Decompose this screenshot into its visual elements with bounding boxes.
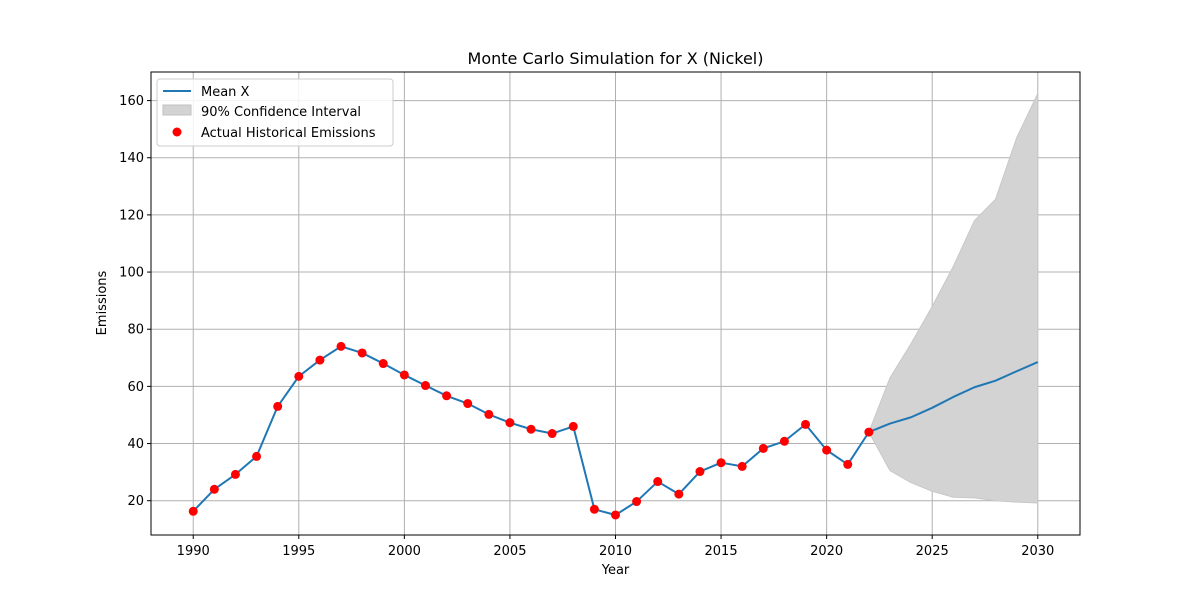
y-tick-label: 100 <box>119 266 144 281</box>
historical-point <box>632 497 642 507</box>
y-tick-label: 40 <box>127 437 144 452</box>
historical-point <box>378 359 388 369</box>
x-tick-label: 1990 <box>177 544 210 559</box>
x-tick-label: 2030 <box>1021 544 1054 559</box>
y-axis-ticks: 20 40 60 80 100 120 140 160 <box>119 94 151 509</box>
legend-frame <box>156 78 394 147</box>
historical-point <box>568 421 578 431</box>
historical-point <box>737 461 747 471</box>
x-tick-label: 2015 <box>705 544 738 559</box>
historical-point <box>357 348 367 358</box>
y-tick-label: 120 <box>119 208 144 223</box>
historical-point <box>315 355 325 365</box>
x-axis-label: Year <box>601 563 630 578</box>
legend-label-mean: Mean X <box>201 85 250 100</box>
historical-point <box>779 436 789 446</box>
x-tick-label: 2025 <box>916 544 949 559</box>
y-tick-label: 20 <box>127 494 144 509</box>
x-tick-label: 2005 <box>493 544 526 559</box>
historical-point <box>273 401 283 411</box>
y-tick-label: 60 <box>127 380 144 395</box>
historical-point <box>505 418 515 428</box>
historical-point <box>442 391 452 401</box>
historical-point <box>294 371 304 381</box>
historical-point <box>864 427 874 437</box>
x-tick-label: 2020 <box>810 544 843 559</box>
historical-points-layer <box>188 341 874 520</box>
historical-point <box>822 445 832 455</box>
historical-point <box>589 504 599 514</box>
legend-scatter-swatch <box>172 127 182 137</box>
x-tick-label: 1995 <box>282 544 315 559</box>
historical-point <box>716 458 726 468</box>
confidence-interval-band <box>868 93 1039 504</box>
y-tick-label: 140 <box>119 151 144 166</box>
historical-point <box>399 370 409 380</box>
historical-point <box>463 399 473 409</box>
y-axis-label: Emissions <box>95 270 110 335</box>
legend-label-historical: Actual Historical Emissions <box>201 126 376 141</box>
historical-point <box>611 510 620 520</box>
historical-point <box>188 506 198 516</box>
historical-point <box>547 429 557 439</box>
historical-point <box>695 467 705 477</box>
historical-point <box>230 469 240 479</box>
legend: Mean X 90% Confidence Interval Actual Hi… <box>156 78 394 147</box>
legend-label-confidence: 90% Confidence Interval <box>201 105 361 120</box>
historical-point <box>843 459 853 469</box>
x-axis-ticks: 1990 1995 2000 2005 2010 2015 2020 2025 2030 <box>177 535 1054 559</box>
historical-point <box>336 341 346 351</box>
historical-point <box>420 381 430 391</box>
historical-point <box>758 443 768 453</box>
historical-point <box>801 419 811 429</box>
historical-point <box>653 477 663 487</box>
x-tick-label: 2000 <box>388 544 421 559</box>
x-tick-label: 2010 <box>599 544 632 559</box>
historical-point <box>484 409 494 419</box>
historical-point <box>209 484 219 494</box>
historical-point <box>674 489 684 499</box>
confidence-band-layer <box>868 93 1039 504</box>
historical-point <box>252 451 262 461</box>
y-tick-label: 80 <box>127 323 144 338</box>
legend-fill-swatch <box>162 104 192 116</box>
y-tick-label: 160 <box>119 94 144 109</box>
historical-point <box>526 424 536 434</box>
chart-title: Monte Carlo Simulation for X (Nickel) <box>468 49 764 68</box>
